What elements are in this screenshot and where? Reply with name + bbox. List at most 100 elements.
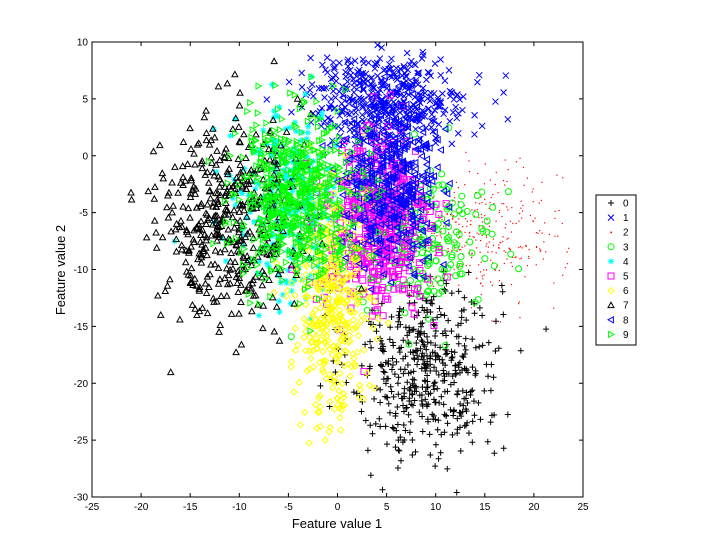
data-point: [446, 117, 454, 125]
data-point: [295, 239, 302, 246]
data-point: [487, 251, 489, 253]
data-point: [470, 220, 472, 222]
data-point: [285, 78, 293, 86]
data-point: [531, 191, 533, 193]
data-point: [303, 135, 310, 142]
data-point: [387, 383, 394, 390]
data-point: [520, 200, 522, 202]
data-point: [425, 418, 432, 425]
data-point: [409, 349, 416, 356]
data-point: [471, 253, 473, 255]
x-axis-label: Feature value 1: [292, 516, 382, 531]
data-point: [460, 211, 463, 213]
data-point: [400, 422, 407, 429]
data-point: [518, 301, 520, 303]
data-point: [520, 257, 523, 259]
data-point: [431, 380, 438, 387]
data-point: [232, 202, 239, 209]
data-point: [291, 119, 298, 126]
data-point: [416, 91, 424, 99]
data-point: [517, 347, 524, 354]
data-point: [255, 181, 262, 188]
data-point: [270, 107, 277, 114]
data-point: [535, 245, 537, 248]
legend-label: 9: [623, 330, 629, 341]
data-point: [424, 95, 431, 102]
x-tick-label: -20: [134, 502, 149, 513]
data-point: [503, 250, 505, 252]
data-point: [256, 147, 263, 154]
data-point: [448, 251, 456, 259]
data-point: [441, 342, 449, 350]
data-point: [287, 300, 294, 307]
data-point: [229, 195, 236, 202]
data-point: [464, 184, 466, 186]
data-point: [322, 186, 329, 193]
data-point: [401, 393, 408, 400]
data-point: [397, 457, 404, 464]
data-point: [538, 202, 540, 204]
data-point: [377, 423, 384, 430]
data-point: [463, 204, 466, 207]
data-point: [481, 216, 483, 219]
data-point: [566, 251, 568, 253]
data-point: [239, 226, 246, 233]
data-point: [476, 232, 478, 234]
data-point: [440, 401, 447, 408]
data-point: [365, 59, 372, 67]
data-point: [392, 74, 400, 82]
data-point: [429, 228, 431, 231]
data-point: [325, 215, 332, 222]
data-point: [490, 262, 498, 270]
data-point: [541, 232, 543, 234]
data-point: [449, 354, 456, 361]
data-point: [423, 333, 430, 340]
data-point: [471, 256, 473, 259]
data-point: [336, 59, 343, 67]
data-point: [390, 362, 397, 369]
data-point: [286, 124, 293, 131]
data-point: [441, 373, 448, 380]
data-point: [423, 288, 431, 296]
data-point: [448, 348, 455, 355]
data-point: [469, 231, 471, 233]
data-point: [431, 364, 438, 371]
data-point: [430, 287, 438, 295]
data-point: [430, 396, 437, 403]
data-point: [346, 66, 354, 74]
data-point: [498, 269, 500, 272]
data-point: [213, 168, 220, 175]
data-point: [456, 96, 463, 103]
data-point: [394, 280, 402, 288]
data-point: [507, 168, 509, 171]
data-point: [461, 342, 468, 349]
data-point: [391, 271, 394, 273]
data-point: [498, 282, 505, 289]
data-point: [344, 78, 351, 86]
data-point: [451, 250, 453, 252]
data-point: [495, 220, 497, 222]
data-point: [421, 113, 429, 120]
data-point: [400, 337, 407, 344]
data-point: [448, 354, 455, 361]
y-tick-label: 0: [82, 151, 88, 162]
data-point: [324, 166, 331, 173]
data-point: [369, 84, 377, 92]
data-point: [400, 62, 408, 70]
data-point: [406, 429, 413, 436]
series-0: [317, 229, 550, 496]
data-point: [478, 217, 480, 219]
data-point: [406, 387, 413, 394]
data-point: [413, 340, 420, 347]
data-point: [463, 422, 470, 429]
data-point: [385, 66, 393, 74]
data-point: [395, 312, 402, 319]
data-point: [349, 154, 357, 162]
data-point: [312, 221, 319, 228]
data-point: [443, 225, 445, 227]
data-point: [528, 257, 530, 260]
data-point: [423, 250, 431, 258]
data-point: [553, 282, 555, 284]
data-point: [499, 209, 501, 212]
data-point: [402, 427, 409, 434]
